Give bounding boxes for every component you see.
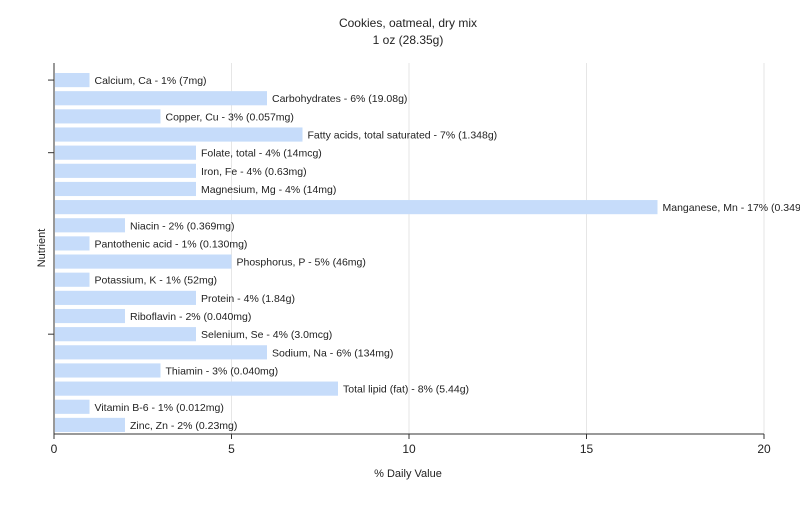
bar-label-11: Potassium, K - 1% (52mg) <box>95 275 218 287</box>
bar-label-8: Niacin - 2% (0.369mg) <box>130 220 234 232</box>
x-tick-label-15: 15 <box>580 442 594 456</box>
bar-18 <box>55 400 90 414</box>
bar-17 <box>55 382 338 396</box>
bar-label-9: Pantothenic acid - 1% (0.130mg) <box>95 238 248 250</box>
bar-11 <box>55 273 90 287</box>
bar-8 <box>55 218 125 232</box>
bar-label-18: Vitamin B-6 - 1% (0.012mg) <box>95 402 224 414</box>
grid-layer <box>232 63 765 434</box>
bar-label-10: Phosphorus, P - 5% (46mg) <box>237 257 366 269</box>
bar-label-1: Carbohydrates - 6% (19.08g) <box>272 93 407 105</box>
bar-label-0: Calcium, Ca - 1% (7mg) <box>95 75 207 87</box>
bar-label-16: Thiamin - 3% (0.040mg) <box>166 365 279 377</box>
bar-label-13: Riboflavin - 2% (0.040mg) <box>130 311 251 323</box>
bar-label-12: Protein - 4% (1.84g) <box>201 293 295 305</box>
bar-16 <box>55 363 161 377</box>
bar-19 <box>55 418 125 432</box>
bar-label-14: Selenium, Se - 4% (3.0mcg) <box>201 329 332 341</box>
chart-title: Cookies, oatmeal, dry mix <box>339 16 477 30</box>
bar-label-4: Folate, total - 4% (14mcg) <box>201 148 322 160</box>
bar-label-3: Fatty acids, total saturated - 7% (1.348… <box>308 130 498 142</box>
x-tick-label-10: 10 <box>402 442 416 456</box>
x-tick-label-5: 5 <box>228 442 235 456</box>
y-axis-title: Nutrient <box>36 229 48 268</box>
bar-label-7: Manganese, Mn - 17% (0.349mg) <box>663 202 800 214</box>
bar-15 <box>55 345 267 359</box>
bar-label-15: Sodium, Na - 6% (134mg) <box>272 347 393 359</box>
bar-label-19: Zinc, Zn - 2% (0.23mg) <box>130 420 237 432</box>
bar-13 <box>55 309 125 323</box>
x-tick-label-0: 0 <box>51 442 58 456</box>
bar-12 <box>55 291 196 305</box>
bar-6 <box>55 182 196 196</box>
x-tick-label-20: 20 <box>757 442 771 456</box>
bar-10 <box>55 254 232 268</box>
bar-5 <box>55 164 196 178</box>
bar-2 <box>55 109 161 123</box>
chart-subtitle: 1 oz (28.35g) <box>373 33 444 47</box>
bar-0 <box>55 73 90 87</box>
bar-label-2: Copper, Cu - 3% (0.057mg) <box>166 111 294 123</box>
bar-label-17: Total lipid (fat) - 8% (5.44g) <box>343 384 469 396</box>
bar-4 <box>55 146 196 160</box>
bar-label-6: Magnesium, Mg - 4% (14mg) <box>201 184 336 196</box>
bar-1 <box>55 91 267 105</box>
bar-3 <box>55 127 303 141</box>
bar-9 <box>55 236 90 250</box>
bar-label-5: Iron, Fe - 4% (0.63mg) <box>201 166 307 178</box>
bar-14 <box>55 327 196 341</box>
bars-layer <box>55 73 658 432</box>
bar-7 <box>55 200 658 214</box>
x-axis-title: % Daily Value <box>374 468 442 480</box>
